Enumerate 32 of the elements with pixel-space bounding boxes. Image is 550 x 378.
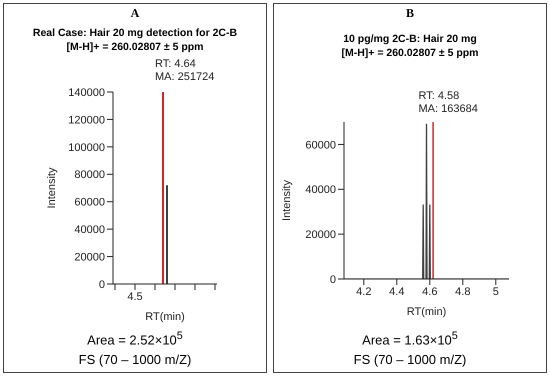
y-tick-label: 60000 [305,139,336,152]
y-tick-label: 120000 [68,114,105,126]
y-tick-label: 100000 [68,142,105,154]
y-tick-label: 40000 [74,224,105,236]
x-tick-label: 5 [492,286,499,298]
chart-subtitle: 10 pg/mg 2C-B: Hair 20 mg [M-H]+ = 260.02807 ± 5 ppm [340,32,480,60]
y-tick-label: 0 [98,278,105,291]
text: Area = 1.63×10$^{5}$ [361,329,459,350]
y-tick-label: 80000 [74,169,105,182]
x-tick-label: 4.2 [356,286,372,298]
text: RT: 4.64 MA: 251724 [155,58,214,84]
x-tick-label: 4.8 [455,286,470,298]
text: FS (70 – 1000 m/Z) [78,351,192,370]
y-tick-label: 0 [330,274,336,286]
annotation: RT: 4.58 MA: 163684 [418,90,478,116]
chart-title: B [404,6,415,21]
text: FS (70 – 1000 m/Z) [352,351,468,370]
x-tick-label: 4.6 [422,286,438,298]
y-tick-label: 60000 [74,196,105,209]
x-axis-title: RT(min) [145,311,185,323]
chart-subtitle: Real Case: Hair 20 mg detection for 2C-B [M-H]+ = 260.02807 ± 5 ppm [32,26,238,54]
y-tick-label: 20000 [305,229,336,242]
y-tick-label: 140000 [68,86,105,99]
y-axis-title: Intensity [280,180,293,221]
text: Area = 2.52×10$^{5}$ [86,329,184,350]
chart-title: A [130,6,140,21]
y-tick-label: 20000 [74,251,105,264]
x-tick-label: 4.5 [127,290,143,303]
y-tick-label: 40000 [305,184,336,196]
x-tick-label: 4.4 [389,286,404,298]
y-axis-title: Intensity [46,167,58,208]
x-axis-title: RT(min) [406,306,446,318]
